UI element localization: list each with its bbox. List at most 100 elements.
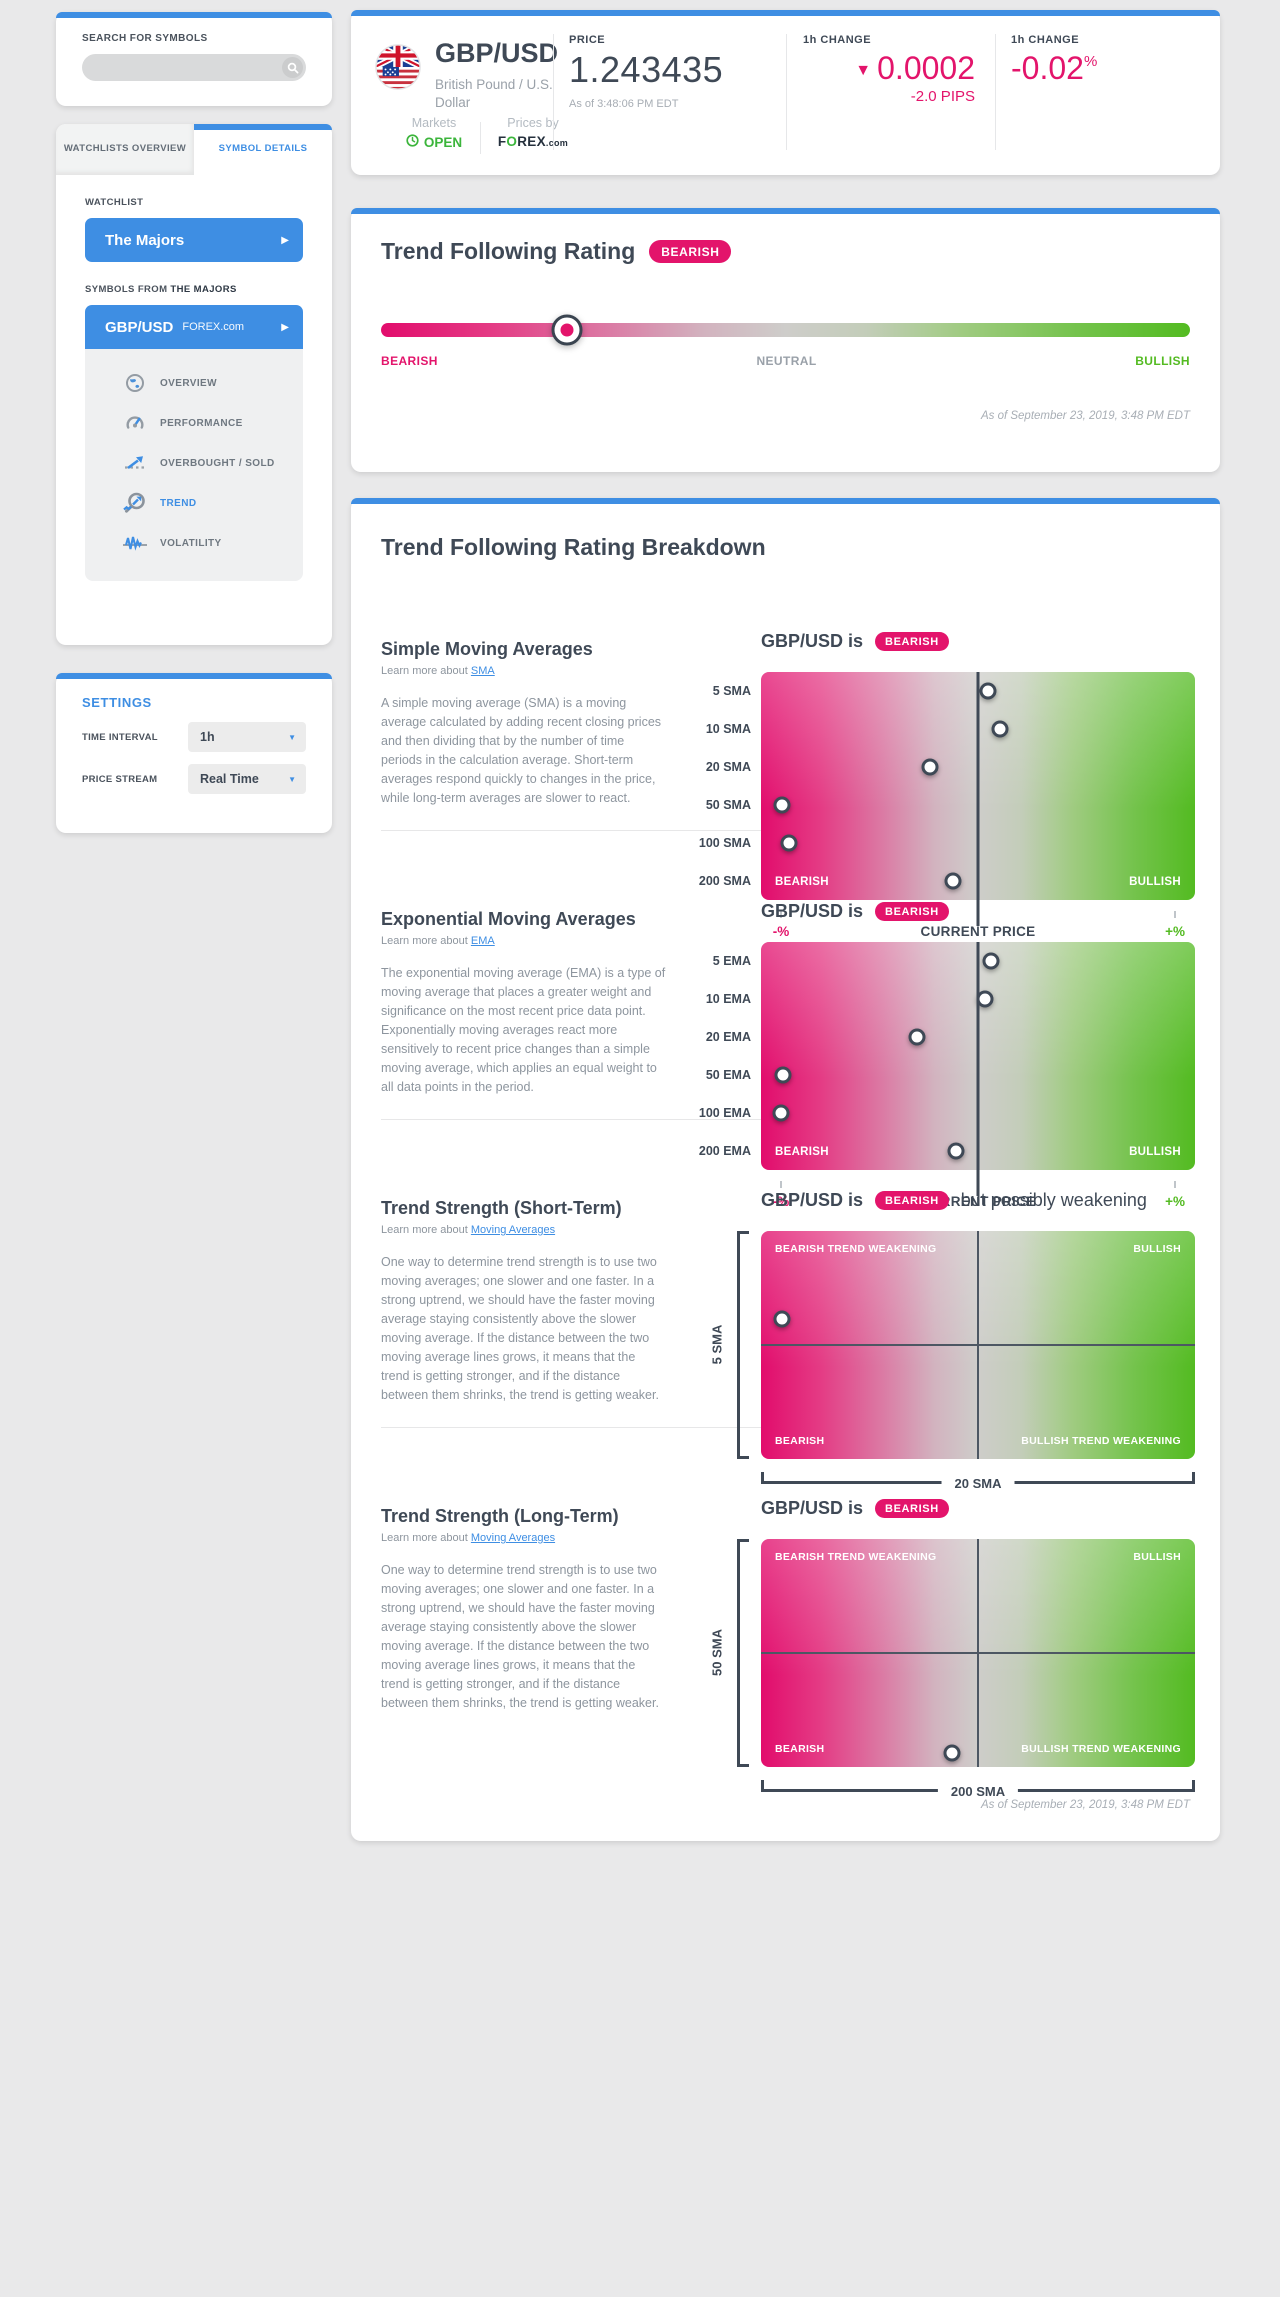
search-icon[interactable] [282,57,303,78]
time-interval-row: TIME INTERVAL 1h ▼ [82,722,306,752]
symbol-name: GBP/USD [105,318,174,336]
scale-bearish-label: BEARISH [381,354,438,368]
x-axis-bracket: 200 SMA [761,1780,1195,1799]
prices-by-label: Prices by [507,116,559,130]
y-axis-label: 50 SMA [709,1629,725,1676]
quadrant-tl-label: BEARISH TREND WEAKENING [775,1551,937,1563]
card-accent-bar [56,12,332,18]
rating-badge: BEARISH [649,240,732,263]
symbol-menu: OVERVIEW PERFORMANCE OVERB [85,349,303,581]
chart-axis: -% CURRENT PRICE +% [761,1179,1195,1213]
breakdown-timestamp: As of September 23, 2019, 3:48 PM EDT [980,1799,1190,1811]
scale-bullish-label: BULLISH [1135,354,1190,368]
menu-item-overbought-sold[interactable]: OVERBOUGHT / SOLD [85,443,303,483]
row-label: 5 SMA [712,684,751,698]
price-stream-label: PRICE STREAM [82,773,158,785]
chevron-right-icon: ▶ [281,321,289,333]
status-prefix: GBP/USD is [761,901,864,921]
price-value: 1.243435 [569,49,724,90]
status-badge: BEARISH [875,902,949,921]
sidebar-tabs: WATCHLISTS OVERVIEW SYMBOL DETAILS [56,124,332,175]
y-axis-bracket [737,1231,749,1459]
waveform-icon [123,535,147,551]
menu-item-label: OVERVIEW [160,377,217,389]
section-paragraph: The exponential moving average (EMA) is … [381,966,666,1094]
quadrant-hline [761,1652,1195,1654]
tab-symbol-details[interactable]: SYMBOL DETAILS [194,124,332,175]
learn-more-link[interactable]: Moving Averages [470,1224,556,1236]
menu-item-volatility[interactable]: VOLATILITY [85,523,303,563]
section-paragraph: One way to determine trend strength is t… [381,1255,659,1402]
watchlist-body: WATCHLIST The Majors ▶ SYMBOLS FROM THE … [56,175,332,581]
menu-item-label: OVERBOUGHT / SOLD [160,457,275,469]
search-card: SEARCH FOR SYMBOLS [56,12,332,106]
change-value: ▼ 0.0002 [855,50,975,86]
section-chart: GBP/USD is BEARISH 5 SMA 10 SMA 20 SMA 5… [699,631,1195,943]
axis-tick [1174,911,1177,918]
row-label: 100 EMA [698,1106,751,1120]
menu-item-label: TREND [160,497,197,509]
symbol-group: GBP/USD FOREX.com ▶ OVERVIEW [85,305,303,581]
axis-tick [779,1181,782,1188]
gauge-icon [123,413,147,433]
forex-logo: FOREX.com [497,134,569,149]
menu-item-trend[interactable]: TREND [85,483,303,523]
tab-label: WATCHLISTS OVERVIEW [63,143,187,155]
learn-more-link[interactable]: SMA [470,665,495,677]
settings-title: SETTINGS [82,695,152,710]
learn-more-link[interactable]: Moving Averages [470,1532,556,1544]
learn-more-link[interactable]: EMA [470,935,495,947]
search-field[interactable] [82,54,306,81]
data-point [780,834,798,852]
section-heading: Trend Strength (Long-Term) [381,1506,619,1526]
status-row: GBP/USD is BEARISH but possibly weakenin… [761,1190,1195,1211]
row-label: 50 EMA [705,1068,751,1082]
x-axis-bracket: 20 SMA [761,1472,1195,1491]
section-text: Trend Strength (Long-Term) Learn more ab… [381,1506,667,1713]
current-price-line [976,672,980,926]
change-pips: -2.0 PIPS [910,87,975,105]
chevron-right-icon: ▶ [281,234,289,246]
chevron-down-icon: ▼ [288,774,296,784]
percent-change-value: -0.02% [1011,50,1098,86]
menu-item-performance[interactable]: PERFORMANCE [85,403,303,443]
current-price-line [976,942,980,1196]
quadrant-chart-long-term: BEARISH TREND WEAKENING BULLISH BEARISH … [710,1539,1195,1799]
time-interval-select[interactable]: 1h ▼ [188,722,306,752]
card-accent-bar [351,10,1220,16]
axis-max-label: +% [1165,1194,1185,1209]
trend-rating-card: Trend Following Rating BEARISH BEARISH N… [351,208,1220,472]
row-label: 10 SMA [705,722,751,736]
card-accent-bar [351,498,1220,504]
section-text: Trend Strength (Short-Term) Learn more a… [381,1198,667,1405]
x-axis-label: 20 SMA [941,1476,1015,1491]
bearish-zone-label: BEARISH [775,1146,829,1158]
prices-by-block: Prices by FOREX.com [489,116,577,149]
menu-item-overview[interactable]: OVERVIEW [85,363,303,403]
axis-min-label: -% [772,1194,790,1209]
divider [553,34,554,150]
learn-more: Learn more about Moving Averages [381,1224,556,1236]
magnifier-trend-icon [123,492,147,514]
status-prefix: GBP/USD is [761,1498,864,1518]
status-badge: BEARISH [875,632,949,651]
rating-marker-dot [560,323,574,337]
status-badge: BEARISH [875,1499,949,1518]
down-triangle-icon: ▼ [855,62,872,79]
rating-title-row: Trend Following Rating BEARISH [381,208,1190,265]
symbol-button[interactable]: GBP/USD FOREX.com ▶ [85,305,303,349]
status-row: GBP/USD is BEARISH [761,901,1195,922]
row-label: 10 EMA [705,992,751,1006]
search-input[interactable] [94,60,282,75]
section-heading: Exponential Moving Averages [381,909,636,929]
learn-more: Learn more about EMA [381,935,495,947]
price-stream-select[interactable]: Real Time ▼ [188,764,306,794]
quadrant-chart-short-term: BEARISH TREND WEAKENING BULLISH BEARISH … [710,1231,1195,1491]
tab-watchlists-overview[interactable]: WATCHLISTS OVERVIEW [56,124,194,175]
time-interval-value: 1h [200,730,215,744]
quadrant-br-label: BULLISH TREND WEAKENING [1021,1743,1181,1755]
settings-card: SETTINGS TIME INTERVAL 1h ▼ PRICE STREAM… [56,673,332,833]
percent-change-label: 1h CHANGE [1011,34,1080,46]
watchlist-button[interactable]: The Majors ▶ [85,218,303,262]
row-label: 20 SMA [705,760,751,774]
